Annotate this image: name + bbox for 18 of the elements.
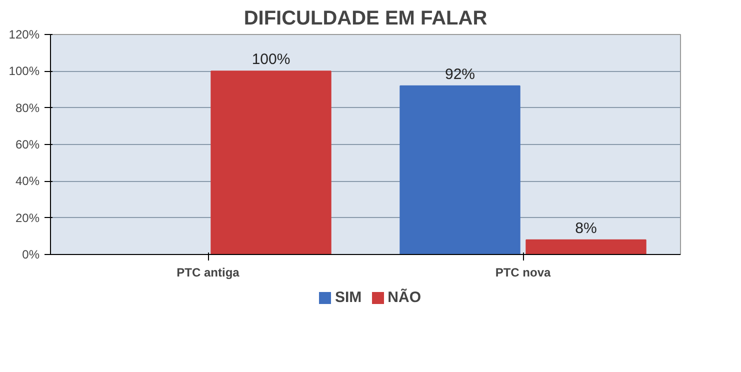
legend-label: NÃO xyxy=(388,289,421,306)
chart-title: DIFICULDADE EM FALAR xyxy=(244,8,488,30)
y-tick-label: 20% xyxy=(15,210,40,225)
y-tick-label: 40% xyxy=(15,174,40,188)
bar xyxy=(526,239,646,254)
bar xyxy=(210,70,332,254)
legend-label: SIM xyxy=(334,289,362,306)
data-label: 100% xyxy=(252,51,290,68)
data-label: 92% xyxy=(444,66,476,83)
y-tick-label: 120% xyxy=(8,28,40,42)
x-tick-label: PTC nova xyxy=(495,266,551,280)
y-tick-label: 80% xyxy=(15,100,40,115)
y-tick-label: 0% xyxy=(22,248,40,262)
y-tick-label: 100% xyxy=(8,64,40,78)
data-label: 8% xyxy=(575,220,597,237)
x-tick-label: PTC antiga xyxy=(176,266,240,280)
y-tick-label: 60% xyxy=(15,138,40,152)
bar xyxy=(400,85,520,254)
